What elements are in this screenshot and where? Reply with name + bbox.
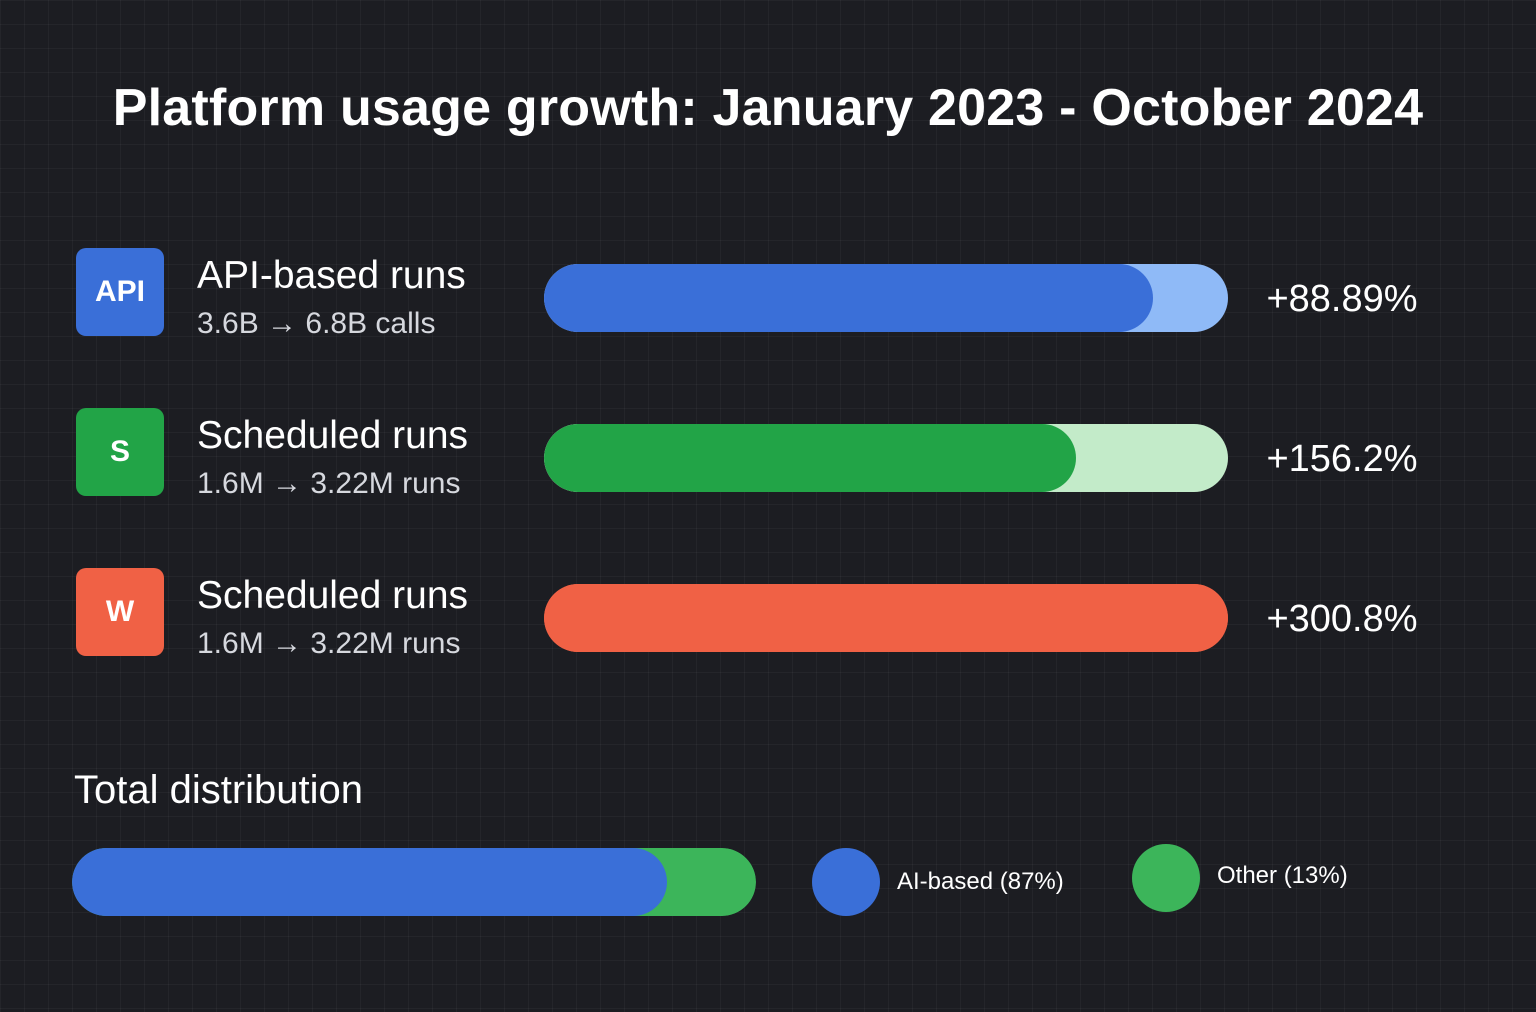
metric-subtitle: 1.6M → 3.22M runs (197, 467, 461, 500)
metric-badge: API (76, 248, 164, 336)
legend-label-ai-based: AI-based (87%) (897, 868, 1064, 895)
growth-row: W Scheduled runs 1.6M → 3.22M runs +300.8% (0, 568, 1536, 660)
legend-swatch-other (1132, 844, 1200, 912)
growth-percentage: +156.2% (1266, 438, 1418, 480)
distribution-segment-ai-based (72, 848, 667, 916)
bar-track (544, 424, 1228, 492)
bar-fill (544, 424, 1076, 492)
metric-label: API-based runs (197, 254, 466, 297)
distribution-bar (72, 848, 756, 916)
bar-fill (544, 584, 1228, 652)
bar-fill (544, 264, 1153, 332)
page-title: Platform usage growth: January 2023 - Oc… (112, 79, 1424, 137)
growth-row: S Scheduled runs 1.6M → 3.22M runs +156.2% (0, 408, 1536, 500)
growth-percentage: +300.8% (1266, 598, 1418, 640)
metric-subtitle: 1.6M → 3.22M runs (197, 627, 461, 660)
growth-percentage: +88.89% (1266, 278, 1418, 320)
legend-swatch-ai-based (812, 848, 880, 916)
legend-label-other: Other (13%) (1217, 862, 1348, 889)
bar-track (544, 264, 1228, 332)
bar-track (544, 584, 1228, 652)
metric-badge: W (76, 568, 164, 656)
metric-badge: S (76, 408, 164, 496)
metric-label: Scheduled runs (197, 414, 469, 457)
distribution-title: Total distribution (74, 768, 364, 812)
metric-label: Scheduled runs (197, 574, 469, 617)
growth-row: API API-based runs 3.6B → 6.8B calls +88.89… (0, 248, 1536, 340)
metric-subtitle: 3.6B → 6.8B calls (197, 307, 436, 340)
